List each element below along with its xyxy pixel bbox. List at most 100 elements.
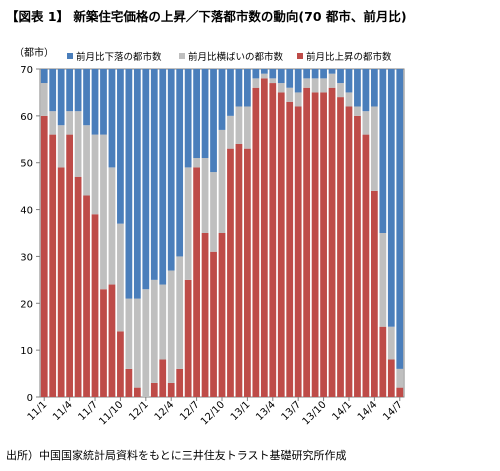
- bar-segment-up: [354, 115, 361, 397]
- bar-segment-down: [227, 69, 234, 116]
- bar-segment-flat: [260, 73, 268, 79]
- y-tick-label: 40: [20, 206, 33, 217]
- bar-segment-flat: [91, 134, 99, 215]
- bar-segment-down: [354, 69, 361, 107]
- bar-segment-flat: [193, 158, 200, 168]
- bar-segment-flat: [269, 78, 277, 84]
- bar-segment-flat: [286, 87, 294, 102]
- x-tick-label: 13/10: [301, 399, 329, 427]
- bar-segment-up: [370, 190, 378, 397]
- bar-segment-up: [260, 78, 268, 397]
- bar-segment-flat: [108, 167, 116, 285]
- bar-segment-flat: [387, 326, 395, 360]
- bar-segment-up: [57, 167, 65, 397]
- bar-segment-down: [159, 69, 167, 285]
- bar-segment-down: [396, 69, 404, 369]
- y-axis-unit-label: （都市）: [14, 48, 54, 59]
- bar-segment-flat: [370, 106, 378, 191]
- bar-segment-down: [387, 69, 395, 327]
- x-tick-label: 11/10: [97, 399, 125, 427]
- bar-segment-up: [83, 195, 90, 397]
- bar-segment-up: [91, 214, 99, 397]
- bar-segment-down: [337, 69, 344, 84]
- bar-segment-down: [320, 69, 327, 79]
- bar-segment-down: [252, 69, 260, 79]
- source-note: 出所）中国国家統計局資料をもとに三井住友トラスト基礎研究所作成: [6, 449, 347, 462]
- bar-segment-up: [66, 134, 74, 397]
- bar-segment-flat: [117, 223, 124, 332]
- bar-segment-down: [66, 69, 74, 112]
- bar-segment-down: [210, 69, 217, 173]
- bar-segment-down: [379, 69, 387, 233]
- bar-segment-up: [150, 382, 158, 397]
- legend-item-up-label: 前月比上昇の都市数: [306, 51, 392, 63]
- bar-segment-up: [108, 284, 116, 397]
- bar-segment-down: [133, 69, 141, 299]
- bar-segment-up: [286, 101, 294, 398]
- bar-segment-flat: [176, 256, 184, 369]
- x-tick-label: 13/4: [254, 399, 278, 423]
- chart-title: 【図表 1】 新築住宅価格の上昇／下落都市数の動向(70 都市、前月比): [6, 9, 407, 24]
- bar-segment-flat: [252, 78, 260, 88]
- legend-item-up-swatch: [297, 53, 303, 59]
- legend-item-flat-label: 前月比横ばいの都市数: [188, 51, 284, 63]
- bar-segment-up: [379, 326, 387, 397]
- y-tick-label: 0: [27, 393, 33, 404]
- bar-segment-flat: [362, 111, 370, 135]
- bar-segment-up: [100, 289, 107, 397]
- bar-segment-flat: [379, 233, 387, 327]
- x-tick-label: 12/10: [199, 399, 227, 427]
- bar-segment-flat: [311, 78, 319, 93]
- bar-segment-down: [328, 69, 336, 74]
- bar-segment-down: [100, 69, 107, 135]
- bar-segment-up: [311, 92, 319, 397]
- bar-segment-flat: [303, 78, 311, 88]
- x-tick-label: 14/7: [381, 399, 405, 423]
- bar-segment-flat: [184, 167, 192, 280]
- bar-segment-down: [57, 69, 65, 126]
- y-tick-label: 50: [20, 159, 33, 170]
- x-tick-label: 12/1: [127, 399, 151, 423]
- bar-segment-up: [125, 368, 133, 397]
- bar-segment-up: [294, 106, 302, 397]
- bar-segment-flat: [337, 83, 344, 98]
- bar-segment-up: [345, 106, 353, 397]
- bar-segment-down: [244, 69, 251, 107]
- bar-segment-flat: [244, 106, 251, 149]
- bar-segment-flat: [100, 134, 107, 290]
- bar-segment-up: [387, 359, 395, 397]
- bar-segment-flat: [235, 106, 243, 144]
- bar-segment-flat: [142, 289, 150, 397]
- bar-segment-flat: [125, 298, 133, 369]
- bar-segment-down: [125, 69, 133, 299]
- bar-segment-flat: [66, 111, 74, 135]
- bar-segment-up: [277, 92, 285, 397]
- x-tick-label: 14/1: [330, 399, 354, 423]
- x-tick-label: 11/4: [51, 399, 75, 423]
- bar-segment-up: [218, 233, 226, 397]
- bar-segment-flat: [294, 92, 302, 107]
- bar-segment-up: [328, 87, 336, 397]
- bar-segment-flat: [57, 125, 65, 168]
- bar-segment-flat: [354, 106, 361, 116]
- bar-segment-down: [184, 69, 192, 168]
- bar-segment-up: [235, 143, 243, 397]
- bar-segment-down: [167, 69, 175, 271]
- bar-segment-up: [176, 368, 184, 397]
- bar-segment-up: [362, 134, 370, 397]
- bar-segment-flat: [201, 158, 209, 233]
- bar-segment-down: [345, 69, 353, 93]
- x-tick-label: 13/1: [229, 399, 253, 423]
- bar-segment-flat: [74, 111, 82, 177]
- bar-segment-up: [320, 92, 327, 397]
- bar-segment-down: [260, 69, 268, 74]
- bar-segment-up: [337, 97, 344, 397]
- bar-segment-flat: [40, 83, 48, 116]
- x-tick-label: 14/4: [356, 399, 380, 423]
- bar-segment-down: [74, 69, 82, 112]
- bar-segment-up: [184, 279, 192, 397]
- bar-segment-up: [396, 387, 404, 397]
- bar-segment-up: [269, 83, 277, 398]
- bar-segment-flat: [320, 78, 327, 93]
- bar-segment-up: [167, 382, 175, 397]
